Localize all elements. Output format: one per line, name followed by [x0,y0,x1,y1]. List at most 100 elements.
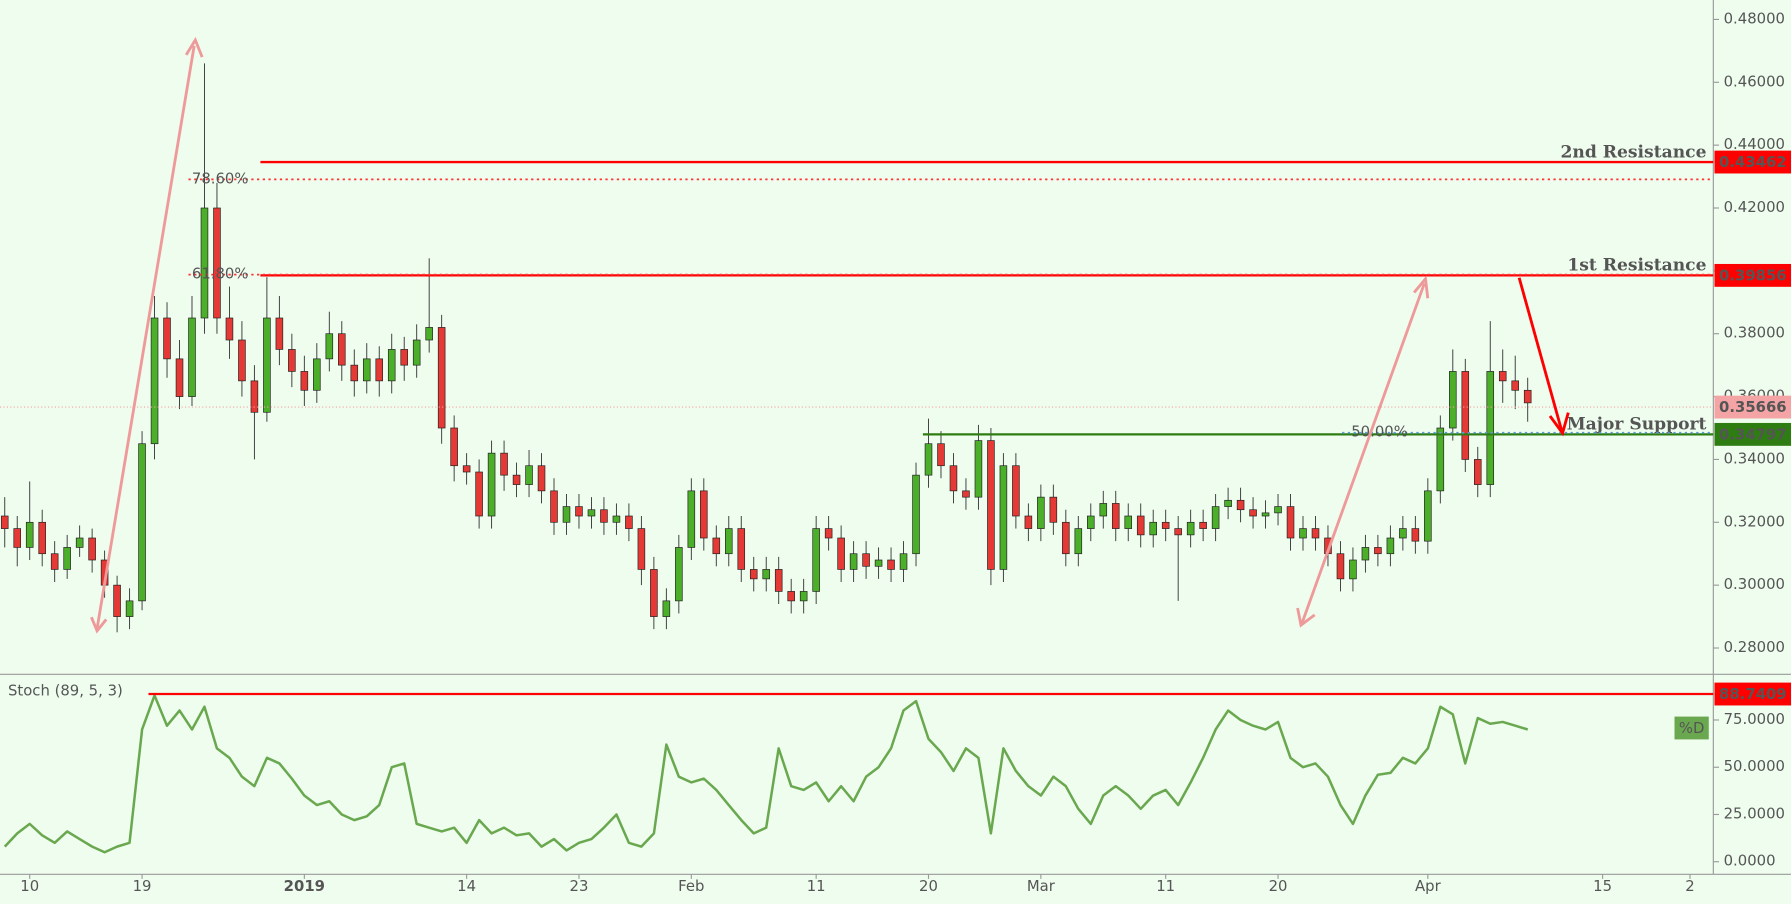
x-tick-label: 15 [1593,877,1612,895]
candle-body [1523,389,1532,404]
arrow-up-left [95,45,196,629]
candle-body [487,452,496,517]
candle-body [63,547,71,570]
candle-body [650,569,658,617]
candle-body [300,371,309,391]
candle-body [1024,515,1033,529]
candle-body [238,339,246,382]
candle-body [562,506,571,523]
candle-body [250,380,259,413]
marks: 0.280000.300000.320000.340000.360000.380… [0,9,1791,895]
y-tick-label: 0.38000 [1724,324,1785,342]
candle-body [812,528,820,592]
candle-body [525,465,533,485]
candle-body [150,317,159,445]
candle-body [1062,521,1070,555]
indicator-name: Stoch (89, 5, 3) [8,681,123,699]
candle-body [874,559,883,567]
candle-body [799,591,808,602]
candle-body [724,528,733,555]
arrow-head [90,616,108,634]
candle-body [1249,509,1257,517]
candle-body [425,327,433,341]
candle-body [350,364,359,382]
candle-body [1299,528,1307,539]
candle-body [275,317,284,350]
arrow-right [1300,282,1426,624]
x-tick-label: Mar [1027,877,1056,895]
arrow-head [184,36,204,58]
candle-body [837,537,845,570]
candle-body [1461,371,1470,460]
candle-body [600,509,608,523]
candle-body [862,553,870,567]
last-price-label: 0.35666 [1719,398,1787,416]
candle-body [325,333,334,360]
candle-body [1186,521,1195,536]
candle-body [949,465,958,492]
candle-body [575,506,583,517]
candle-body [999,465,1008,570]
candle-body [475,471,483,517]
y-tick-label: 0.46000 [1724,72,1785,90]
candle-body [13,528,22,548]
y-tick-label: 75.0000 [1724,710,1785,728]
candle-body [637,528,646,570]
candle-body [824,528,833,539]
candle-body [1236,499,1245,511]
x-tick-label: 20 [1269,877,1288,895]
level-name: 1st Resistance [1567,256,1706,276]
candle-body [1074,528,1083,555]
fib-label: 78.60% [192,169,249,187]
candle-body [512,474,521,485]
candle-body [1012,465,1020,517]
candle-body [1199,521,1207,529]
arrow-head [1296,607,1316,628]
stoch-level-label: 88.7409 [1719,685,1787,703]
candle-body [662,600,671,617]
candle-body [462,465,471,473]
stoch-line [3,694,1529,854]
candle-body [25,521,34,548]
candle-body [1274,506,1282,514]
x-tick-label: Feb [678,877,704,895]
candle-body [163,317,171,360]
candle-body [700,490,708,539]
x-tick-label: Apr [1415,877,1442,895]
candle-body [1399,528,1407,539]
y-tick-label: 0.28000 [1724,638,1785,656]
level-value-label: 0.43462 [1719,153,1787,171]
candle-body [437,327,446,429]
candle-body [612,515,621,523]
candle-body [88,537,96,561]
candle-body [712,537,721,555]
candle-body [849,553,858,570]
candle-body [962,490,970,498]
candle-body [387,349,396,382]
candle-body [375,358,384,382]
legend-label: %D [1679,719,1705,737]
candle-body [313,358,321,391]
candle-body [1087,515,1095,529]
candle-body [737,528,746,570]
candle-body [1174,528,1182,536]
level-value-label: 0.34797 [1719,426,1787,444]
candle-body [937,443,945,467]
candle-body [1124,515,1133,529]
candle-body [450,427,458,467]
x-tick-label: 11 [1156,877,1175,895]
candle-body [400,349,408,366]
candle-body [175,358,184,397]
x-tick-label: 2019 [284,877,325,895]
candle-body [1511,380,1519,391]
candle-body [1374,547,1382,555]
candle-body [1261,512,1270,517]
candle-body [1498,371,1507,382]
candle-body [1349,559,1357,580]
candle-body [774,569,783,592]
x-tick-label: 10 [20,877,39,895]
candle-body [38,521,46,555]
candle-body [1136,515,1145,536]
candle-body [362,358,371,382]
